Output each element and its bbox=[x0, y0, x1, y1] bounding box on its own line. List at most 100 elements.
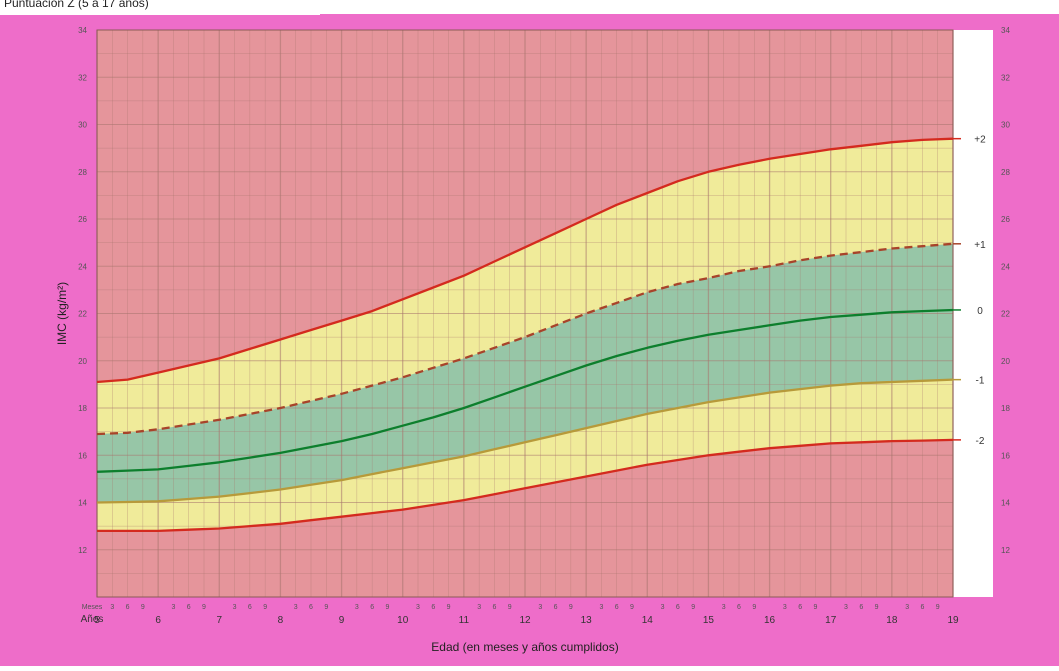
x-axis-title: Edad (en meses y años cumplidos) bbox=[431, 640, 618, 654]
y-tick-label-right: 28 bbox=[1001, 168, 1010, 177]
y-tick-label-right: 12 bbox=[1001, 546, 1010, 555]
month-tick-label: 9 bbox=[813, 604, 817, 611]
year-tick-label: 14 bbox=[642, 615, 654, 626]
series-label: 0 bbox=[977, 306, 983, 317]
month-tick-label: 6 bbox=[798, 604, 802, 611]
month-tick-label: 3 bbox=[661, 604, 665, 611]
series-label: -1 bbox=[976, 376, 985, 387]
month-tick-label: 9 bbox=[385, 604, 389, 611]
y-tick-label-left: 24 bbox=[78, 262, 87, 271]
month-tick-label: 9 bbox=[263, 604, 267, 611]
y-tick-label-right: 22 bbox=[1001, 310, 1010, 319]
month-tick-label: 9 bbox=[691, 604, 695, 611]
chart-caption: Puntuación Z (5 a 17 años) bbox=[4, 0, 149, 10]
y-tick-label-right: 20 bbox=[1001, 357, 1010, 366]
month-tick-label: 9 bbox=[875, 604, 879, 611]
month-tick-label: 3 bbox=[233, 604, 237, 611]
y-tick-label-left: 20 bbox=[78, 357, 87, 366]
month-tick-label: 9 bbox=[447, 604, 451, 611]
month-tick-label: 3 bbox=[355, 604, 359, 611]
year-tick-label: 6 bbox=[155, 615, 161, 626]
month-tick-label: 6 bbox=[676, 604, 680, 611]
year-tick-label: 9 bbox=[339, 615, 345, 626]
y-tick-label-left: 28 bbox=[78, 168, 87, 177]
y-tick-label-left: 14 bbox=[78, 499, 87, 508]
month-tick-label: 3 bbox=[538, 604, 542, 611]
y-tick-label-left: 30 bbox=[78, 121, 87, 130]
month-tick-label: 6 bbox=[187, 604, 191, 611]
series-label: +2 bbox=[974, 135, 986, 146]
year-tick-label: 7 bbox=[217, 615, 223, 626]
month-tick-label: 3 bbox=[783, 604, 787, 611]
year-tick-label: 18 bbox=[886, 615, 898, 626]
y-tick-label-right: 26 bbox=[1001, 215, 1010, 224]
month-tick-label: 3 bbox=[294, 604, 298, 611]
series-line-plus1 bbox=[96, 242, 954, 436]
z-label-column bbox=[953, 30, 993, 597]
month-tick-label: 6 bbox=[859, 604, 863, 611]
month-tick-label: 3 bbox=[722, 604, 726, 611]
series-line-minus2 bbox=[97, 438, 954, 533]
month-tick-label: 9 bbox=[324, 604, 328, 611]
y-tick-label-right: 32 bbox=[1001, 73, 1010, 82]
series-label: +1 bbox=[974, 240, 986, 251]
year-tick-label: 8 bbox=[278, 615, 284, 626]
month-tick-label: 6 bbox=[309, 604, 313, 611]
month-tick-label: 3 bbox=[171, 604, 175, 611]
y-tick-label-right: 24 bbox=[1001, 262, 1010, 271]
year-tick-label: 15 bbox=[703, 615, 715, 626]
year-tick-label: 5 bbox=[94, 615, 100, 626]
plot-border bbox=[96, 29, 954, 598]
year-tick-label: 19 bbox=[947, 615, 959, 626]
y-tick-label-left: 32 bbox=[78, 73, 87, 82]
year-tick-label: 13 bbox=[581, 615, 593, 626]
year-tick-label: 12 bbox=[519, 615, 531, 626]
month-tick-label: 3 bbox=[844, 604, 848, 611]
year-tick-label: 17 bbox=[825, 615, 837, 626]
years-row-label: Años bbox=[81, 614, 104, 625]
month-tick-label: 3 bbox=[416, 604, 420, 611]
year-tick-label: 16 bbox=[764, 615, 776, 626]
y-tick-label-right: 14 bbox=[1001, 499, 1010, 508]
months-row-label: Meses bbox=[82, 604, 103, 611]
y-tick-label-left: 26 bbox=[78, 215, 87, 224]
caption-background bbox=[0, 0, 320, 15]
series-label: -2 bbox=[976, 436, 985, 447]
y-tick-label-left: 34 bbox=[78, 26, 87, 35]
month-tick-label: 6 bbox=[126, 604, 130, 611]
year-tick-label: 11 bbox=[459, 615, 470, 626]
month-tick-label: 6 bbox=[920, 604, 924, 611]
month-tick-label: 9 bbox=[752, 604, 756, 611]
series-line-plus2 bbox=[96, 137, 954, 384]
month-tick-label: 9 bbox=[630, 604, 634, 611]
month-tick-label: 9 bbox=[569, 604, 573, 611]
month-tick-label: 9 bbox=[202, 604, 206, 611]
y-tick-label-left: 16 bbox=[78, 451, 87, 460]
month-tick-label: 3 bbox=[599, 604, 603, 611]
y-tick-label-left: 22 bbox=[78, 310, 87, 319]
y-tick-label-left: 12 bbox=[78, 546, 87, 555]
month-tick-label: 6 bbox=[737, 604, 741, 611]
month-tick-label: 9 bbox=[936, 604, 940, 611]
month-tick-label: 6 bbox=[554, 604, 558, 611]
month-tick-label: 3 bbox=[477, 604, 481, 611]
y-tick-label-left: 18 bbox=[78, 404, 87, 413]
month-tick-label: 6 bbox=[615, 604, 619, 611]
month-tick-label: 6 bbox=[431, 604, 435, 611]
month-tick-label: 6 bbox=[248, 604, 252, 611]
month-tick-label: 9 bbox=[508, 604, 512, 611]
month-tick-label: 6 bbox=[370, 604, 374, 611]
y-tick-label-right: 34 bbox=[1001, 26, 1010, 35]
series-line-plus0 bbox=[96, 308, 954, 473]
month-tick-label: 3 bbox=[905, 604, 909, 611]
series-line-minus1 bbox=[96, 378, 954, 504]
grid bbox=[96, 30, 954, 597]
month-tick-label: 9 bbox=[141, 604, 145, 611]
y-tick-label-right: 18 bbox=[1001, 404, 1010, 413]
y-tick-label-right: 30 bbox=[1001, 121, 1010, 130]
month-tick-label: 3 bbox=[110, 604, 114, 611]
month-tick-label: 6 bbox=[492, 604, 496, 611]
year-tick-label: 10 bbox=[397, 615, 409, 626]
